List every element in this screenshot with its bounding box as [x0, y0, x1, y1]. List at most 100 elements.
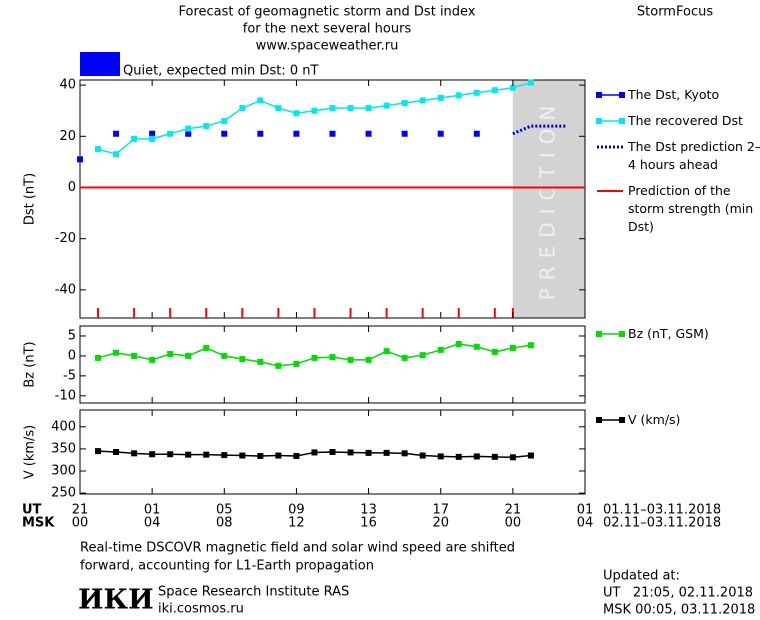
prediction-region [512, 80, 585, 318]
data-point [293, 360, 300, 367]
updated: MSK 00:05, 03.11.2018 [603, 603, 755, 618]
status-text: Quiet, expected min Dst: 0 nT [123, 64, 318, 79]
legend-marker [619, 417, 625, 423]
legend-marker [596, 331, 602, 337]
x2-tick-label: 04 [144, 516, 161, 531]
title-line: Forecast of geomagnetic storm and Dst in… [178, 5, 475, 20]
data-point [167, 350, 174, 357]
legend-marker [596, 417, 602, 423]
x-tick-label: 13 [360, 503, 377, 518]
title-line: for the next several hours [243, 22, 412, 37]
y-tick-label: 350 [51, 441, 76, 456]
data-point [167, 130, 174, 137]
data-point [239, 105, 246, 112]
data-point [113, 130, 120, 137]
data-point [149, 451, 156, 458]
data-point [275, 362, 282, 369]
legend-label: The Dst, Kyoto [628, 87, 720, 102]
x2-dates: 02.11–03.11.2018 [603, 516, 721, 531]
data-point [257, 97, 264, 104]
y-tick-label: 400 [51, 419, 76, 434]
data-point [257, 452, 264, 459]
data-point [491, 87, 498, 94]
data-point [527, 342, 534, 349]
x2-axis-label: MSK [22, 516, 55, 531]
data-point [473, 343, 480, 350]
data-point [221, 352, 228, 359]
data-point [149, 130, 156, 137]
data-point [293, 110, 300, 117]
data-point [329, 449, 336, 455]
data-point [149, 356, 156, 363]
legend-label: Prediction of the storm strength (min Ds… [628, 183, 754, 234]
plot-frame [79, 325, 586, 404]
data-point [131, 450, 138, 457]
data-point [347, 105, 354, 112]
data-point [221, 117, 228, 124]
data-point [311, 107, 318, 114]
series-line [97, 81, 532, 156]
x-tick-label: 21 [505, 503, 522, 518]
note: Real-time DSCOVR magnetic field and sola… [80, 541, 515, 556]
data-point [185, 352, 192, 359]
y-tick-label: 20 [59, 129, 76, 144]
data-point [329, 354, 336, 361]
legend-label: Bz (nT, GSM) [628, 326, 709, 341]
data-point [113, 449, 120, 455]
legend-label: The Dst prediction 2–4 hours ahead [628, 139, 760, 172]
data-point [419, 97, 426, 104]
data-point [347, 356, 354, 363]
data-point [509, 84, 516, 91]
data-point [95, 354, 102, 361]
data-point [221, 452, 228, 459]
data-point [437, 130, 444, 137]
data-point [239, 356, 246, 363]
data-point [113, 151, 120, 158]
data-point [473, 130, 480, 137]
legend-marker [596, 92, 602, 98]
y-tick-label: 0 [68, 180, 76, 195]
updated: Updated at: [603, 569, 680, 584]
x-axis-label: UT [22, 503, 42, 518]
legend-marker [619, 118, 625, 124]
data-point [275, 452, 282, 459]
x-tick-label: 21 [72, 503, 89, 518]
data-point [203, 344, 210, 351]
data-point [311, 449, 318, 456]
site: iki.cosmos.ru [158, 602, 244, 617]
title-line: www.spaceweather.ru [256, 39, 399, 54]
y-tick-label: 250 [51, 486, 76, 501]
data-point [527, 79, 534, 86]
legend-label: V (km/s) [628, 412, 681, 427]
data-point [365, 449, 372, 456]
legend-label: The recovered Dst [628, 113, 743, 128]
data-point [455, 453, 462, 460]
data-point [77, 156, 83, 163]
note: forward, accounting for L1-Earth propaga… [80, 559, 374, 574]
plot-frame [79, 409, 586, 495]
data-point [365, 105, 372, 112]
data-point [221, 130, 228, 137]
data-point [509, 344, 516, 351]
updated: UT 21:05, 02.11.2018 [603, 586, 753, 601]
data-point [437, 453, 444, 460]
data-point [527, 452, 534, 459]
x-tick-label: 01 [144, 503, 161, 518]
x-tick-label: 09 [288, 503, 305, 518]
data-point [383, 102, 390, 109]
data-point [95, 448, 102, 455]
data-point [131, 135, 138, 142]
data-point [167, 451, 174, 458]
y-axis-label: V (km/s) [23, 425, 38, 480]
x-dates: 01.11–03.11.2018 [603, 503, 721, 518]
data-point [203, 451, 210, 458]
data-point [419, 452, 426, 459]
x-tick-label: 01 [577, 503, 594, 518]
data-point [491, 453, 498, 460]
data-point [365, 130, 372, 137]
data-point [113, 349, 120, 356]
data-point [95, 146, 102, 153]
data-point [455, 92, 462, 99]
data-point [419, 352, 426, 359]
